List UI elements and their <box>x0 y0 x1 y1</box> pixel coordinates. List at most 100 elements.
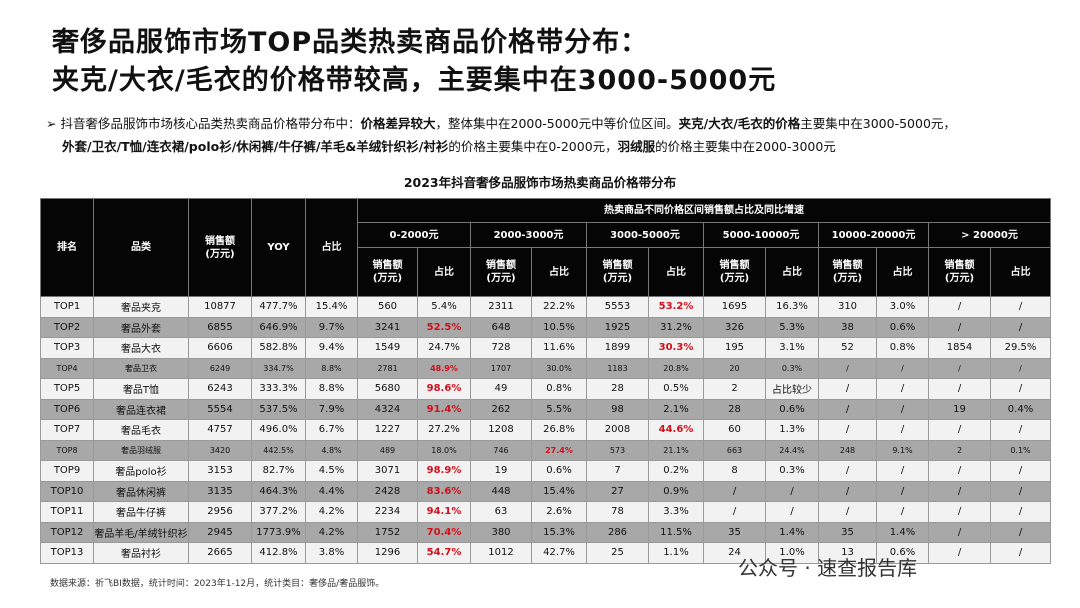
table-cell: 3241 <box>357 316 418 338</box>
table-cell: 奢品polo衫 <box>93 460 189 482</box>
header-cell: 5000-10000元 <box>703 222 819 248</box>
table-cell: 28 <box>703 398 766 420</box>
table-cell: 27.4% <box>531 439 587 461</box>
table-cell: / <box>765 480 819 502</box>
table-cell: 78 <box>586 501 649 523</box>
table-cell: 8.8% <box>305 357 358 379</box>
table-cell: 1773.9% <box>251 521 306 543</box>
table-cell: 35 <box>818 521 877 543</box>
header-cell: 占比 <box>648 247 704 297</box>
table-cell: 5.4% <box>417 296 471 318</box>
header-cell: 销售额 (万元) <box>470 247 532 297</box>
table-cell: 2 <box>703 378 766 400</box>
table-cell: 98.6% <box>417 378 471 400</box>
table-cell: 52.5% <box>417 316 471 338</box>
table-cell: 4.2% <box>305 521 358 543</box>
table-cell: 31.2% <box>648 316 704 338</box>
table-cell: 0.4% <box>990 398 1051 420</box>
table-cell: / <box>818 419 877 441</box>
table-cell: 746 <box>470 439 532 461</box>
header-cell: 销售额 (万元) <box>818 247 877 297</box>
title: 奢侈品服饰市场TOP品类热卖商品价格带分布： <box>52 27 649 58</box>
table-cell: 18.0% <box>417 439 471 461</box>
table-cell: 6249 <box>188 357 252 379</box>
table-cell: 奢品大衣 <box>93 337 189 359</box>
table-cell: / <box>990 542 1051 564</box>
header-cell: 销售额 (万元) <box>703 247 766 297</box>
table-cell: 54.7% <box>417 542 471 564</box>
table-cell: 30.3% <box>648 337 704 359</box>
table-cell: 333.3% <box>251 378 306 400</box>
table-cell: 20.8% <box>648 357 704 379</box>
table-cell: 53.2% <box>648 296 704 318</box>
header-cell: 10000-20000元 <box>818 222 929 248</box>
table-row: TOP2 奢品外套 6855 646.9% 9.7% 3241 52.5% 648 10.5% 1… <box>40 316 1051 338</box>
header-row: 排名 品类 销售额 (万元) YOY 占比 热卖商品不同价格区间销售额占比及同比增速 <box>40 198 1051 297</box>
table-cell: 2956 <box>188 501 252 523</box>
header-cell: YOY <box>251 198 306 297</box>
table-cell: 2665 <box>188 542 252 564</box>
summary-text: 夹克/大衣/毛衣的价格 <box>678 116 801 131</box>
table-cell: 1.3% <box>765 419 819 441</box>
table-cell: 3.8% <box>305 542 358 564</box>
table-cell: 30.0% <box>531 357 587 379</box>
table-cell: 26.8% <box>531 419 587 441</box>
header-cell: 占比 <box>305 198 358 297</box>
table-cell: 4324 <box>357 398 418 420</box>
table-cell: 83.6% <box>417 480 471 502</box>
table-cell: 10877 <box>188 296 252 318</box>
table-cell: / <box>928 419 991 441</box>
summary-text: 羽绒服 <box>617 139 656 154</box>
table-row: TOP10 奢品休闲裤 3135 464.3% 4.4% 2428 83.6% 448 15.4… <box>40 480 1051 502</box>
table-row: TOP9 奢品polo衫 3153 82.7% 4.5% 3071 98.9% 19 0.6% 7… <box>40 460 1051 482</box>
table-cell: 4.8% <box>305 439 358 461</box>
table-cell: / <box>928 521 991 543</box>
table-cell: / <box>990 501 1051 523</box>
table-cell: / <box>990 480 1051 502</box>
table-cell: 560 <box>357 296 418 318</box>
table-cell: 448 <box>470 480 532 502</box>
table-cell: / <box>928 357 991 379</box>
table-cell: 1925 <box>586 316 649 338</box>
table-cell: 573 <box>586 439 649 461</box>
table-cell: 1752 <box>357 521 418 543</box>
table-cell: 3.0% <box>876 296 929 318</box>
table-cell: 15.4% <box>305 296 358 318</box>
header-cell: 占比 <box>417 247 471 297</box>
table-cell: 3135 <box>188 480 252 502</box>
table-cell: 728 <box>470 337 532 359</box>
table-cell: TOP3 <box>40 337 94 359</box>
table-cell: / <box>990 521 1051 543</box>
table-cell: 7 <box>586 460 649 482</box>
table-cell: 0.2% <box>648 460 704 482</box>
table-cell: 2311 <box>470 296 532 318</box>
table-cell: 13 <box>818 542 877 564</box>
table-cell: / <box>703 501 766 523</box>
table-cell: / <box>876 378 929 400</box>
table-cell: 占比较少 <box>765 378 819 400</box>
table-cell: 334.7% <box>251 357 306 379</box>
summary-text: 主要集中在3000-5000元， <box>800 116 956 131</box>
table-cell: 195 <box>703 337 766 359</box>
table-cell: 82.7% <box>251 460 306 482</box>
table-cell: 63 <box>470 501 532 523</box>
table-cell: 310 <box>818 296 877 318</box>
table-cell: 377.2% <box>251 501 306 523</box>
bullet: ➢ <box>46 116 61 131</box>
table-cell: 5.3% <box>765 316 819 338</box>
table-cell: 3153 <box>188 460 252 482</box>
table-cell: / <box>703 480 766 502</box>
table-cell: 1.0% <box>765 542 819 564</box>
header-cell: 销售额 (万元) <box>357 247 418 297</box>
table-cell: 44.6% <box>648 419 704 441</box>
summary-line: 外套/卫衣/T恤/连衣裙/polo衫/休闲裤/牛仔裤/羊毛&羊绒针织衫/衬衫的价… <box>46 135 956 158</box>
table-cell: 380 <box>470 521 532 543</box>
table-cell: / <box>818 501 877 523</box>
table-cell: 3420 <box>188 439 252 461</box>
price-table: 排名 品类 销售额 (万元) YOY 占比 热卖商品不同价格区间销售额占比及同比增速 0-2… <box>40 198 1051 564</box>
table-cell: 0.6% <box>876 542 929 564</box>
table-cell: 0.3% <box>765 357 819 379</box>
table-cell: TOP1 <box>40 296 94 318</box>
table-cell: 582.8% <box>251 337 306 359</box>
table-cell: 0.3% <box>765 460 819 482</box>
